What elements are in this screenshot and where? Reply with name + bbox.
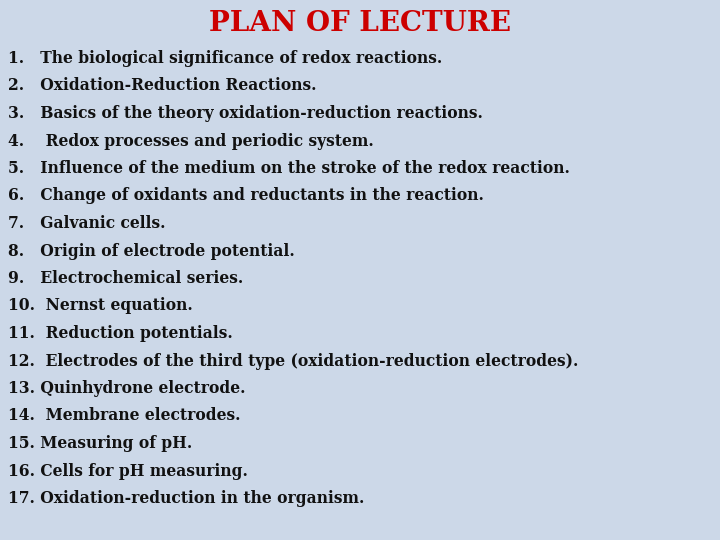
Text: 6.   Change of oxidants and reductants in the reaction.: 6. Change of oxidants and reductants in … [8,187,484,205]
Text: 15. Measuring of pH.: 15. Measuring of pH. [8,435,192,452]
Text: 4.    Redox processes and periodic system.: 4. Redox processes and periodic system. [8,132,374,150]
Text: 8.   Origin of electrode potential.: 8. Origin of electrode potential. [8,242,294,260]
Text: 11.  Reduction potentials.: 11. Reduction potentials. [8,325,233,342]
Text: 7.   Galvanic cells.: 7. Galvanic cells. [8,215,166,232]
Text: 17. Oxidation-reduction in the organism.: 17. Oxidation-reduction in the organism. [8,490,364,507]
Text: 2.   Oxidation-Reduction Reactions.: 2. Oxidation-Reduction Reactions. [8,78,317,94]
Text: 13. Quinhydrone electrode.: 13. Quinhydrone electrode. [8,380,246,397]
Text: 10.  Nernst equation.: 10. Nernst equation. [8,298,193,314]
Text: 9.   Electrochemical series.: 9. Electrochemical series. [8,270,243,287]
Text: 16. Cells for pH measuring.: 16. Cells for pH measuring. [8,462,248,480]
Text: 3.   Basics of the theory oxidation-reduction reactions.: 3. Basics of the theory oxidation-reduct… [8,105,483,122]
Text: 5.   Influence of the medium on the stroke of the redox reaction.: 5. Influence of the medium on the stroke… [8,160,570,177]
Text: 1.   The biological significance of redox reactions.: 1. The biological significance of redox … [8,50,442,67]
Text: PLAN OF LECTURE: PLAN OF LECTURE [209,10,511,37]
Text: 14.  Membrane electrodes.: 14. Membrane electrodes. [8,408,240,424]
Text: 12.  Electrodes of the third type (oxidation-reduction electrodes).: 12. Electrodes of the third type (oxidat… [8,353,578,369]
